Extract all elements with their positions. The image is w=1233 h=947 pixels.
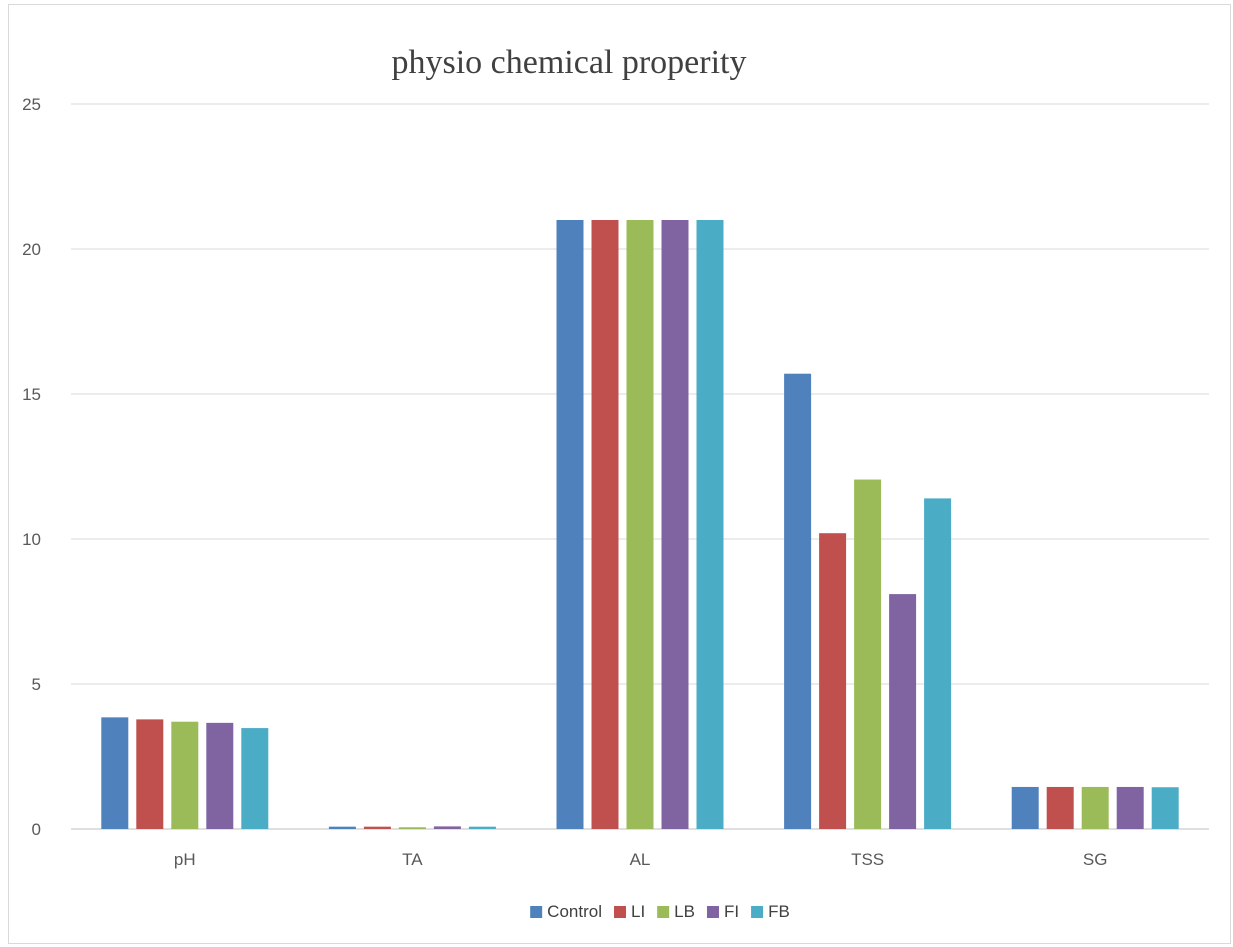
bar-sg-fb <box>1151 787 1179 829</box>
bar-ph-control <box>101 717 129 829</box>
bar-ta-fi <box>433 826 461 829</box>
legend-swatch-control <box>530 906 543 918</box>
legend-swatch-li <box>613 906 626 918</box>
x-tick-label: AL <box>630 850 651 869</box>
legend-swatch-fi <box>706 906 719 918</box>
bar-ta-li <box>363 826 391 829</box>
bar-al-fb <box>696 220 724 829</box>
bar-ph-fi <box>206 722 234 829</box>
legend-swatch-lb <box>657 906 670 918</box>
bar-sg-control <box>1011 786 1039 829</box>
bar-tss-control <box>784 373 812 829</box>
bar-al-fi <box>661 220 689 829</box>
legend-label: FI <box>724 902 739 921</box>
y-tick-label: 5 <box>32 675 41 694</box>
x-tick-label: TA <box>402 850 423 869</box>
bar-sg-li <box>1046 786 1074 829</box>
bar-ta-lb <box>398 827 426 829</box>
y-tick-label: 25 <box>22 95 41 114</box>
bar-ta-control <box>328 826 356 829</box>
bar-tss-li <box>819 533 847 829</box>
x-tick-label: TSS <box>851 850 884 869</box>
bar-tss-fi <box>889 594 917 829</box>
y-axis-ticks: 0 5 10 15 20 25 <box>22 95 41 839</box>
x-tick-label: pH <box>174 850 196 869</box>
bar-chart: physio chemical properity 0 5 10 15 20 25 pH T… <box>22 44 1209 921</box>
bar-al-control <box>556 220 584 829</box>
legend-label: Control <box>547 902 602 921</box>
bar-tss-fb <box>924 498 952 829</box>
bar-sg-lb <box>1081 786 1109 829</box>
bar-ph-li <box>136 719 164 829</box>
legend-swatch-fb <box>751 906 764 918</box>
bar-al-lb <box>626 220 654 829</box>
legend-label: FB <box>768 902 790 921</box>
y-tick-label: 0 <box>32 820 41 839</box>
x-tick-label: SG <box>1083 850 1108 869</box>
bar-ta-fb <box>468 826 496 829</box>
chart-frame: physio chemical properity 0 5 10 15 20 25 pH T… <box>8 4 1231 944</box>
bar-ph-lb <box>171 721 199 829</box>
bar-al-li <box>591 220 619 829</box>
x-axis-ticks: pH TA AL TSS SG <box>174 850 1108 869</box>
y-tick-label: 10 <box>22 530 41 549</box>
bar-tss-lb <box>854 479 882 829</box>
legend-label: LI <box>631 902 645 921</box>
legend-label: LB <box>674 902 695 921</box>
y-tick-label: 15 <box>22 385 41 404</box>
legend: Control LI LB FI FB <box>530 902 790 921</box>
bar-sg-fi <box>1116 786 1144 829</box>
bars <box>101 220 1179 829</box>
chart-title: physio chemical properity <box>391 44 746 81</box>
bar-ph-fb <box>241 728 269 829</box>
y-tick-label: 20 <box>22 240 41 259</box>
